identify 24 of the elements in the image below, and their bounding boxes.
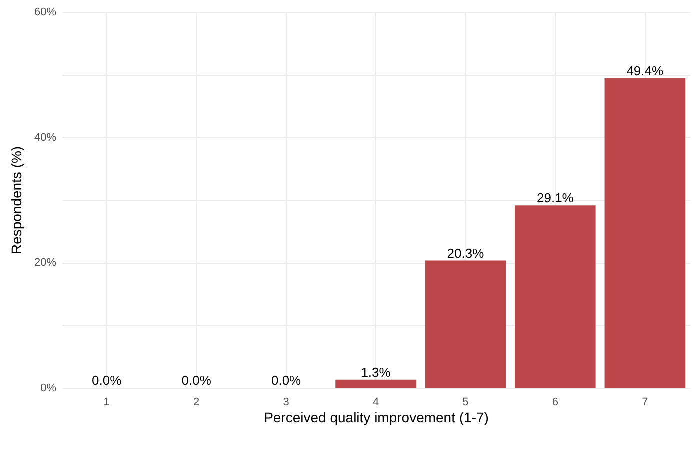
x-tick-label: 7: [642, 396, 648, 408]
data-label: 1.3%: [361, 364, 392, 380]
x-tick-label: 3: [283, 396, 290, 408]
data-label: 49.4%: [626, 63, 664, 78]
x-tick-label: 4: [372, 396, 380, 408]
x-tick-label: 6: [552, 396, 558, 408]
y-tick-label: 60%: [34, 6, 57, 18]
x-tick-label: 2: [194, 396, 200, 408]
y-axis-title: Respondents (%): [8, 146, 24, 255]
x-tick-label: 5: [462, 396, 469, 408]
y-tick-label: 40%: [34, 132, 57, 144]
y-tick-label: 0%: [40, 382, 57, 394]
bar: [425, 260, 506, 388]
data-label: 20.3%: [447, 246, 485, 261]
data-label: 0.0%: [182, 373, 212, 388]
y-tick-label: 20%: [34, 257, 57, 270]
data-label: 29.1%: [536, 190, 574, 206]
bar: [604, 78, 686, 388]
bar: [515, 206, 596, 388]
x-axis-title: Perceived quality improvement (1-7): [264, 410, 489, 426]
data-label: 0.0%: [271, 373, 302, 388]
bar: [336, 380, 416, 388]
data-label: 0.0%: [92, 373, 122, 388]
x-tick-label: 1: [104, 396, 110, 408]
